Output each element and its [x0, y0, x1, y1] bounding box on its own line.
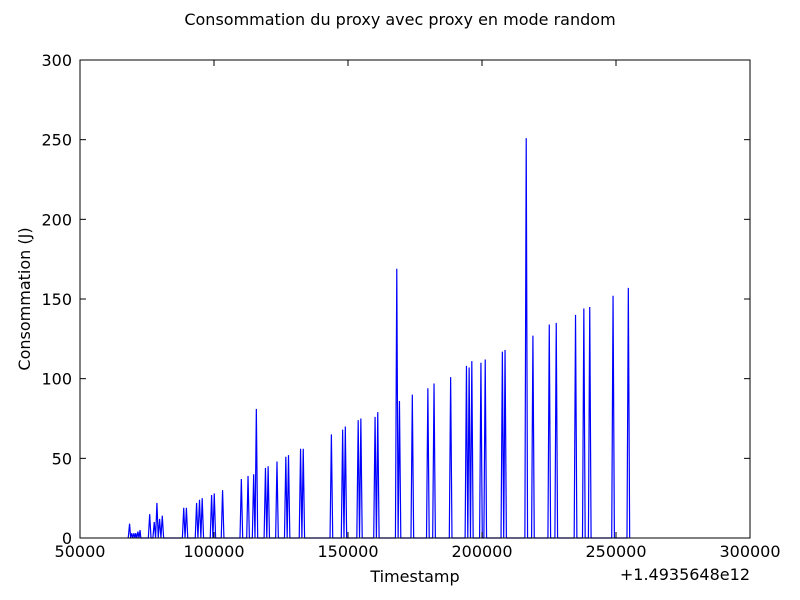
- y-tick-label: 0: [62, 529, 72, 548]
- chart-title: Consommation du proxy avec proxy en mode…: [184, 10, 615, 29]
- x-tick-label: 50000: [55, 542, 106, 561]
- x-tick-label: 300000: [719, 542, 780, 561]
- y-axis-label: Consommation (J): [15, 227, 34, 370]
- y-tick-label: 300: [41, 51, 72, 70]
- x-tick-label: 150000: [317, 542, 378, 561]
- y-tick-label: 50: [52, 449, 72, 468]
- x-axis-label: Timestamp: [369, 567, 459, 586]
- x-offset-label: +1.4935648e12: [620, 565, 750, 584]
- x-tick-label: 200000: [451, 542, 512, 561]
- x-tick-label: 100000: [183, 542, 244, 561]
- y-tick-label: 100: [41, 370, 72, 389]
- axes-ticks: 50000 100000 150000 200000 250000 300000 0 50 10…: [41, 51, 780, 561]
- y-tick-label: 250: [41, 131, 72, 150]
- y-tick-label: 200: [41, 210, 72, 229]
- x-tick-label: 250000: [585, 542, 646, 561]
- y-tick-label: 150: [41, 290, 72, 309]
